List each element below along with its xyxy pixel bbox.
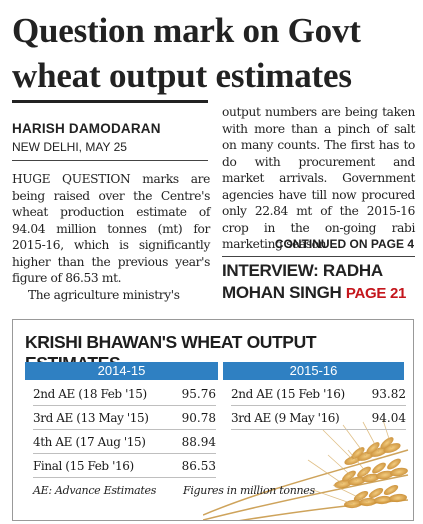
wheat-estimates-box: KRISHI BHAWAN'S WHEAT OUTPUT ESTIMATES xyxy=(12,319,414,521)
wheat-ears-illustration xyxy=(203,420,409,520)
table-row: 3rd AE (9 May '16) 94.04 xyxy=(231,408,406,430)
byline-top-rule xyxy=(12,100,208,103)
byline-bottom-rule xyxy=(12,160,208,161)
continued-on-page-link[interactable]: CONTINUED ON PAGE 4 xyxy=(274,237,414,251)
estimate-value: 95.76 xyxy=(181,387,216,401)
year-header-2014-15: 2014-15 xyxy=(25,362,218,380)
estimate-label: Final (15 Feb '16) xyxy=(33,459,134,473)
table-row: 2nd AE (15 Feb '16) 93.82 xyxy=(231,384,406,406)
estimate-label: 3rd AE (9 May '16) xyxy=(231,411,340,425)
estimate-value: 88.94 xyxy=(181,435,216,449)
estimate-label: 2nd AE (15 Feb '16) xyxy=(231,387,345,401)
article-paragraph-continued: output numbers are being taken with more… xyxy=(222,105,415,251)
estimate-value: 93.82 xyxy=(371,387,406,401)
estimate-label: 4th AE (17 Aug '15) xyxy=(33,435,146,449)
table-row: Final (15 Feb '16) 86.53 xyxy=(33,456,216,478)
estimate-value: 94.04 xyxy=(371,411,406,425)
table-row: 3rd AE (13 May '15) 90.78 xyxy=(33,408,216,430)
article-right-column: output numbers are being taken with more… xyxy=(222,104,415,253)
table-row: 4th AE (17 Aug '15) 88.94 xyxy=(33,432,216,454)
article-paragraph-2: The agriculture ministry's xyxy=(28,287,180,302)
headline-line-1: Question mark on Govt xyxy=(12,11,361,50)
article-left-column: HUGE QUESTION marks are being raised ove… xyxy=(12,171,210,303)
year-header-2015-16: 2015-16 xyxy=(223,362,404,380)
interview-teaser[interactable]: INTERVIEW: RADHA MOHAN SINGH PAGE 21 xyxy=(222,260,417,305)
interview-rule xyxy=(222,256,415,257)
article-paragraph-1: HUGE QUESTION marks are being raised ove… xyxy=(12,172,210,285)
interview-line-2: MOHAN SINGH xyxy=(222,283,342,302)
headline-line-2: wheat output estimates xyxy=(12,56,352,95)
interview-line-1: INTERVIEW: RADHA xyxy=(222,261,383,280)
footnote-advance-estimates: AE: Advance Estimates xyxy=(33,484,157,497)
table-row: 2nd AE (18 Feb '15) 95.76 xyxy=(33,384,216,406)
estimate-value: 86.53 xyxy=(181,459,216,473)
estimate-value: 90.78 xyxy=(181,411,216,425)
byline-author: HARISH DAMODARAN xyxy=(12,121,161,136)
headline: Question mark on Govt wheat output estim… xyxy=(12,8,412,98)
byline-dateline: NEW DELHI, MAY 25 xyxy=(12,140,127,154)
estimate-label: 3rd AE (13 May '15) xyxy=(33,411,149,425)
estimate-label: 2nd AE (18 Feb '15) xyxy=(33,387,147,401)
footnote-units: Figures in million tonnes xyxy=(183,484,315,497)
interview-page-ref[interactable]: PAGE 21 xyxy=(345,285,407,302)
